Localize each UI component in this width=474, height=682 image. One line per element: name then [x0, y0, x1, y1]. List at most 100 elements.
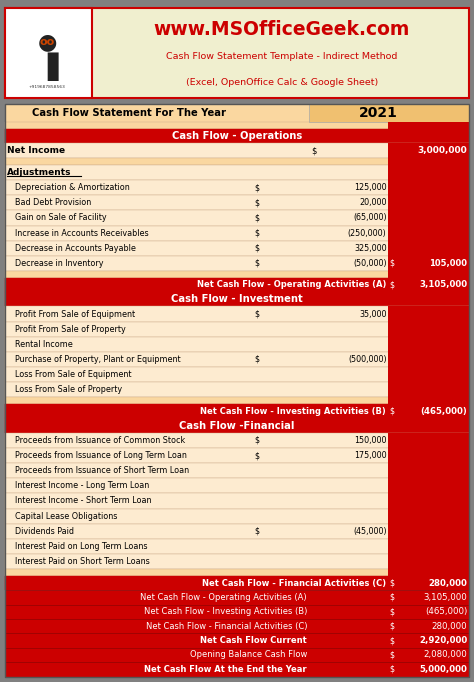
Text: $: $ — [255, 198, 260, 207]
FancyBboxPatch shape — [5, 493, 469, 509]
FancyBboxPatch shape — [5, 478, 469, 493]
FancyBboxPatch shape — [388, 478, 469, 493]
Text: 2,080,000: 2,080,000 — [424, 651, 467, 659]
Text: 5,000,000: 5,000,000 — [419, 665, 467, 674]
FancyBboxPatch shape — [388, 165, 469, 180]
Text: $: $ — [255, 243, 260, 253]
Text: 175,000: 175,000 — [354, 451, 387, 460]
FancyBboxPatch shape — [388, 122, 469, 129]
FancyBboxPatch shape — [388, 158, 469, 165]
Text: 3,105,000: 3,105,000 — [419, 280, 467, 289]
FancyBboxPatch shape — [5, 322, 469, 337]
FancyBboxPatch shape — [5, 404, 469, 419]
FancyBboxPatch shape — [388, 367, 469, 382]
Text: 150,000: 150,000 — [354, 436, 387, 445]
Text: Cash Flow Statement Template - Indirect Method: Cash Flow Statement Template - Indirect … — [166, 53, 398, 61]
Text: Net Cash Flow - Financial Activities (C): Net Cash Flow - Financial Activities (C) — [146, 622, 307, 631]
Text: 125,000: 125,000 — [354, 183, 387, 192]
FancyBboxPatch shape — [5, 195, 469, 210]
FancyBboxPatch shape — [5, 129, 469, 143]
Text: $: $ — [255, 451, 260, 460]
Text: $: $ — [255, 259, 260, 268]
FancyBboxPatch shape — [5, 352, 469, 367]
Text: 2021: 2021 — [358, 106, 397, 120]
Text: Cash Flow -Financial: Cash Flow -Financial — [179, 421, 295, 430]
FancyBboxPatch shape — [5, 143, 469, 158]
Text: Rental Income: Rental Income — [15, 340, 73, 349]
Text: Net Cash Flow - Investing Activities (B): Net Cash Flow - Investing Activities (B) — [144, 608, 307, 617]
Text: $: $ — [390, 651, 395, 659]
Text: Net Cash Flow - Operating Activities (A): Net Cash Flow - Operating Activities (A) — [140, 593, 307, 602]
Text: +919687858563: +919687858563 — [29, 85, 66, 89]
FancyBboxPatch shape — [5, 448, 469, 463]
FancyBboxPatch shape — [5, 241, 469, 256]
FancyBboxPatch shape — [5, 554, 469, 569]
Text: (45,000): (45,000) — [353, 527, 387, 536]
Text: Bad Debt Provision: Bad Debt Provision — [15, 198, 91, 207]
Text: (250,000): (250,000) — [348, 228, 387, 237]
FancyBboxPatch shape — [5, 367, 469, 382]
FancyBboxPatch shape — [388, 539, 469, 554]
Text: $: $ — [390, 636, 395, 645]
FancyBboxPatch shape — [388, 337, 469, 352]
Text: www.MSOfficeGeek.com: www.MSOfficeGeek.com — [154, 20, 410, 40]
Text: Depreciation & Amortization: Depreciation & Amortization — [15, 183, 130, 192]
Text: $: $ — [390, 578, 395, 588]
FancyBboxPatch shape — [5, 382, 469, 398]
Text: Cash Flow - Operations: Cash Flow - Operations — [172, 131, 302, 140]
FancyBboxPatch shape — [5, 524, 469, 539]
Text: $: $ — [390, 259, 395, 268]
FancyBboxPatch shape — [5, 619, 469, 634]
Text: 2,920,000: 2,920,000 — [419, 636, 467, 645]
Text: $: $ — [390, 280, 395, 289]
Text: $: $ — [390, 608, 395, 617]
Text: Profit From Sale of Property: Profit From Sale of Property — [15, 325, 126, 333]
FancyBboxPatch shape — [5, 337, 469, 352]
FancyBboxPatch shape — [388, 569, 469, 576]
FancyBboxPatch shape — [309, 104, 469, 122]
FancyBboxPatch shape — [388, 306, 469, 322]
FancyBboxPatch shape — [5, 292, 469, 306]
Text: Purchase of Property, Plant or Equipment: Purchase of Property, Plant or Equipment — [15, 355, 181, 364]
Text: (50,000): (50,000) — [353, 259, 387, 268]
Text: Cash Flow - Investment: Cash Flow - Investment — [171, 295, 303, 304]
Text: Adjustments: Adjustments — [7, 168, 72, 177]
Text: Dividends Paid: Dividends Paid — [15, 527, 74, 536]
Text: Interest Paid on Long Term Loans: Interest Paid on Long Term Loans — [15, 542, 148, 551]
FancyBboxPatch shape — [388, 143, 469, 158]
FancyBboxPatch shape — [5, 648, 469, 662]
Text: $: $ — [255, 310, 260, 318]
Text: (465,000): (465,000) — [425, 608, 467, 617]
Text: $: $ — [390, 622, 395, 631]
FancyBboxPatch shape — [5, 509, 469, 524]
Text: Decrease in Accounts Payable: Decrease in Accounts Payable — [15, 243, 136, 253]
Text: oo: oo — [40, 38, 55, 47]
Text: Net Cash Flow At the End the Year: Net Cash Flow At the End the Year — [145, 665, 307, 674]
Text: Net Cash Flow - Operating Activities (A): Net Cash Flow - Operating Activities (A) — [197, 280, 386, 289]
FancyBboxPatch shape — [388, 493, 469, 509]
FancyBboxPatch shape — [5, 256, 469, 271]
FancyBboxPatch shape — [388, 554, 469, 569]
FancyBboxPatch shape — [388, 195, 469, 210]
Text: $: $ — [390, 593, 395, 602]
Text: Proceeds from Issuance of Common Stock: Proceeds from Issuance of Common Stock — [15, 436, 185, 445]
FancyBboxPatch shape — [388, 524, 469, 539]
FancyBboxPatch shape — [388, 322, 469, 337]
FancyBboxPatch shape — [5, 463, 469, 478]
FancyBboxPatch shape — [5, 662, 469, 677]
FancyBboxPatch shape — [5, 180, 469, 195]
FancyBboxPatch shape — [388, 352, 469, 367]
Text: $: $ — [390, 406, 395, 416]
FancyBboxPatch shape — [5, 158, 469, 165]
Text: Gain on Sale of Facility: Gain on Sale of Facility — [15, 213, 107, 222]
FancyBboxPatch shape — [388, 210, 469, 226]
Text: (500,000): (500,000) — [348, 355, 387, 364]
FancyBboxPatch shape — [5, 271, 469, 278]
FancyBboxPatch shape — [5, 569, 469, 576]
Text: Interest Income - Long Term Loan: Interest Income - Long Term Loan — [15, 481, 149, 490]
Text: 325,000: 325,000 — [354, 243, 387, 253]
FancyBboxPatch shape — [5, 165, 469, 180]
Text: $: $ — [255, 213, 260, 222]
FancyBboxPatch shape — [5, 122, 469, 129]
Text: $: $ — [255, 355, 260, 364]
